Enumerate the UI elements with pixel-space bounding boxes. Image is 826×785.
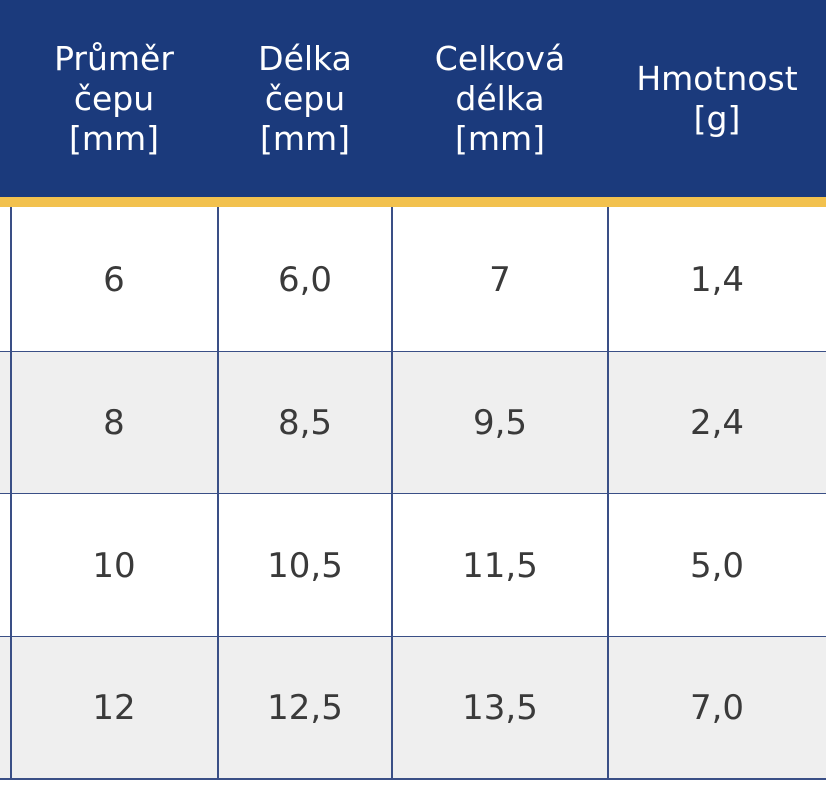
column-border xyxy=(10,207,12,780)
table-cell: 1,4 xyxy=(689,259,745,300)
header-line: [mm] xyxy=(68,118,160,158)
header-line: čepu xyxy=(264,78,346,118)
table-cell: 10,5 xyxy=(267,545,343,586)
header-line: [mm] xyxy=(259,118,351,158)
column-header: Délka čepu [mm] xyxy=(218,0,392,197)
column-header: Průměr čepu [mm] xyxy=(10,0,218,197)
table-row: 10 10,5 11,5 5,0 xyxy=(0,494,826,637)
column-border xyxy=(391,207,393,780)
table-cell: 13,5 xyxy=(462,688,538,728)
table-cell: 12,5 xyxy=(267,688,343,728)
table-cell: 7,0 xyxy=(689,688,745,728)
table-row: 6 6,0 7 1,4 xyxy=(0,207,826,352)
column-header: Hmotnost [g] xyxy=(608,0,826,197)
table-cell: 7 xyxy=(489,259,511,300)
column-header: Celková délka [mm] xyxy=(392,0,608,197)
header-line: [g] xyxy=(693,98,741,138)
table-cell: 11,5 xyxy=(462,545,538,586)
header-accent-line xyxy=(0,197,826,207)
header-band xyxy=(0,0,826,197)
header-line: čepu xyxy=(73,78,155,118)
header-line: délka xyxy=(455,78,545,118)
table-cell: 5,0 xyxy=(689,545,745,586)
column-border xyxy=(217,207,219,780)
header-line: [mm] xyxy=(454,118,546,158)
header-line: Průměr xyxy=(54,38,174,78)
row-border xyxy=(0,778,826,780)
table-cell: 9,5 xyxy=(472,403,528,443)
header-line: Délka xyxy=(258,38,352,78)
table-row: 8 8,5 9,5 2,4 xyxy=(0,352,826,494)
table-cell: 12 xyxy=(92,688,136,728)
table-cell: 6,0 xyxy=(277,259,333,300)
table-cell: 8 xyxy=(103,403,125,443)
table-row: 12 12,5 13,5 7,0 xyxy=(0,637,826,779)
table-cell: 8,5 xyxy=(277,403,333,443)
table-cell: 6 xyxy=(103,259,125,300)
header-line: Celková xyxy=(434,38,566,78)
header-line: Hmotnost xyxy=(636,58,798,98)
table-cell: 10 xyxy=(92,545,136,586)
column-border xyxy=(607,207,609,780)
table-cell: 2,4 xyxy=(689,403,745,443)
